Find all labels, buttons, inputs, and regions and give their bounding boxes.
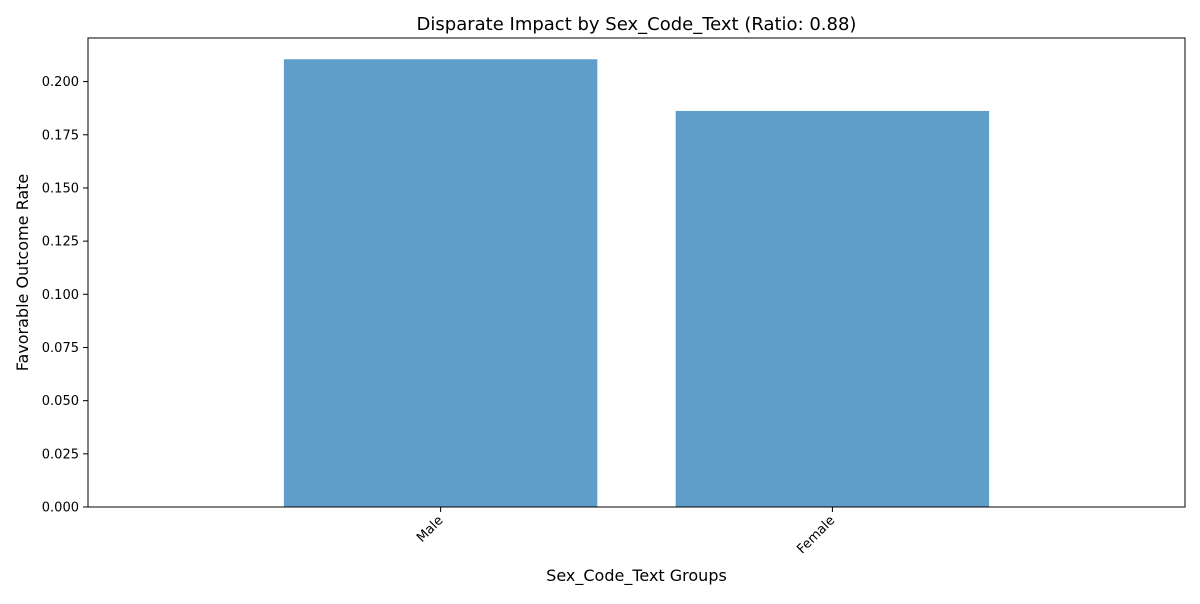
x-axis-ticks: Male Female bbox=[414, 507, 838, 557]
chart-title: Disparate Impact by Sex_Code_Text (Ratio… bbox=[417, 14, 857, 35]
plot-frame bbox=[87, 37, 1186, 508]
bar-female bbox=[675, 110, 990, 507]
bars-group bbox=[283, 59, 990, 508]
x-tick-label-female: Female bbox=[794, 513, 838, 557]
y-tick-label: 0.200 bbox=[42, 75, 79, 90]
y-tick-label: 0.025 bbox=[42, 447, 79, 462]
y-tick-label: 0.075 bbox=[42, 341, 79, 356]
y-axis-label: Favorable Outcome Rate bbox=[13, 174, 32, 372]
y-tick-label: 0.150 bbox=[42, 181, 79, 196]
y-tick-label: 0.100 bbox=[42, 288, 79, 303]
y-tick-label: 0.000 bbox=[42, 501, 79, 516]
x-tick-label-male: Male bbox=[414, 513, 446, 545]
y-tick-label: 0.175 bbox=[42, 128, 79, 143]
y-axis-ticks: 0.000 0.025 0.050 0.075 0.100 0.125 0.150 0.175… bbox=[42, 75, 88, 516]
bar-male bbox=[283, 59, 598, 508]
y-tick-label: 0.125 bbox=[42, 235, 79, 250]
x-axis-label: Sex_Code_Text Groups bbox=[546, 566, 727, 586]
y-tick-label: 0.050 bbox=[42, 394, 79, 409]
